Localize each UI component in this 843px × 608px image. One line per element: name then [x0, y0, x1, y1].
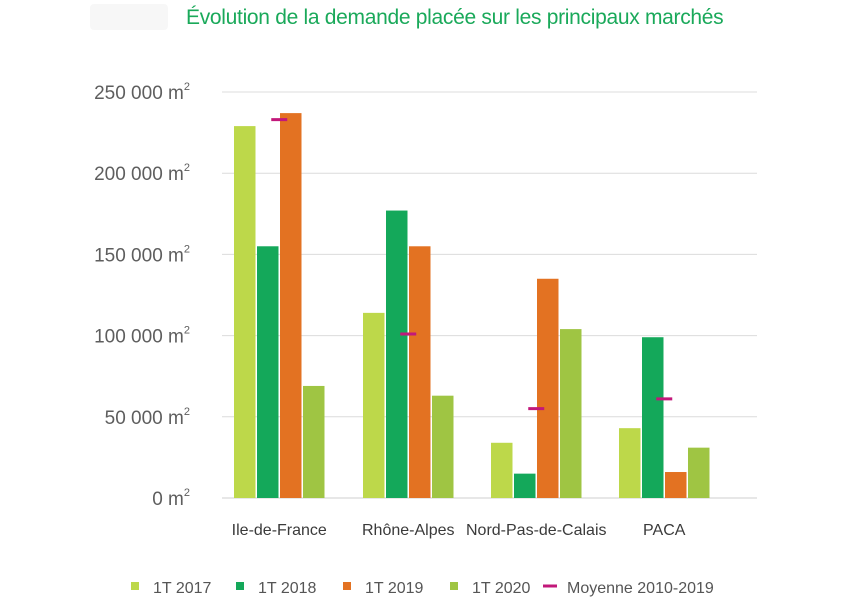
bar-1t-2018-0	[257, 246, 279, 498]
gridlines	[222, 91, 757, 499]
legend-label: 1T 2017	[153, 580, 212, 597]
bar-1t-2019-2	[537, 278, 559, 498]
x-tick-label: Rhône-Alpes	[362, 522, 455, 539]
x-tick-label: Nord-Pas-de-Calais	[466, 522, 607, 539]
bar-1t-2020-3	[688, 447, 710, 498]
bar-1t-2017-1	[363, 312, 385, 498]
bar-1t-2019-1	[409, 246, 431, 498]
legend-label: Moyenne 2010-2019	[567, 580, 714, 597]
bar-1t-2018-3	[642, 337, 664, 498]
bar-1t-2018-1	[386, 210, 408, 498]
legend-label: 1T 2019	[365, 580, 424, 597]
average-markers	[271, 118, 673, 411]
legend: 1T 2017 1T 2018 1T 2019 1T 2020 Moyenne 2010…	[131, 580, 714, 597]
legend-swatch-1t-2018	[236, 582, 244, 590]
bar-1t-2020-1	[432, 395, 454, 498]
bar-1t-2020-2	[560, 329, 582, 498]
legend-swatch-1t-2020	[450, 582, 458, 590]
logo-placeholder	[90, 4, 168, 30]
bar-1t-2018-2	[514, 473, 536, 498]
bar-1t-2019-3	[665, 472, 687, 498]
y-tick-label: 50 000 m2	[105, 406, 190, 429]
legend-swatch-1t-2017	[131, 582, 139, 590]
y-tick-label: 0 m2	[152, 487, 190, 510]
bar-1t-2017-3	[619, 428, 641, 498]
x-axis: Ile-de-France Rhône-Alpes Nord-Pas-de-Cala…	[232, 522, 686, 539]
bar-1t-2019-0	[280, 113, 302, 498]
y-axis: 0 m2 50 000 m2 100 000 m2 150 000 m2 200 000…	[94, 81, 190, 510]
bar-1t-2017-2	[491, 442, 513, 498]
y-tick-label: 150 000 m2	[94, 243, 190, 266]
y-tick-label: 100 000 m2	[94, 325, 190, 348]
bar-1t-2017-0	[234, 126, 256, 498]
bar-1t-2020-0	[303, 385, 325, 498]
legend-label: 1T 2020	[472, 580, 531, 597]
legend-swatch-1t-2019	[343, 582, 351, 590]
y-tick-label: 250 000 m2	[94, 81, 190, 104]
bars	[234, 113, 710, 498]
x-tick-label: PACA	[643, 522, 686, 539]
y-tick-label: 200 000 m2	[94, 162, 190, 185]
legend-label: 1T 2018	[258, 580, 317, 597]
x-tick-label: Ile-de-France	[232, 522, 327, 539]
chart-title: Évolution de la demande placée sur les p…	[186, 6, 724, 29]
